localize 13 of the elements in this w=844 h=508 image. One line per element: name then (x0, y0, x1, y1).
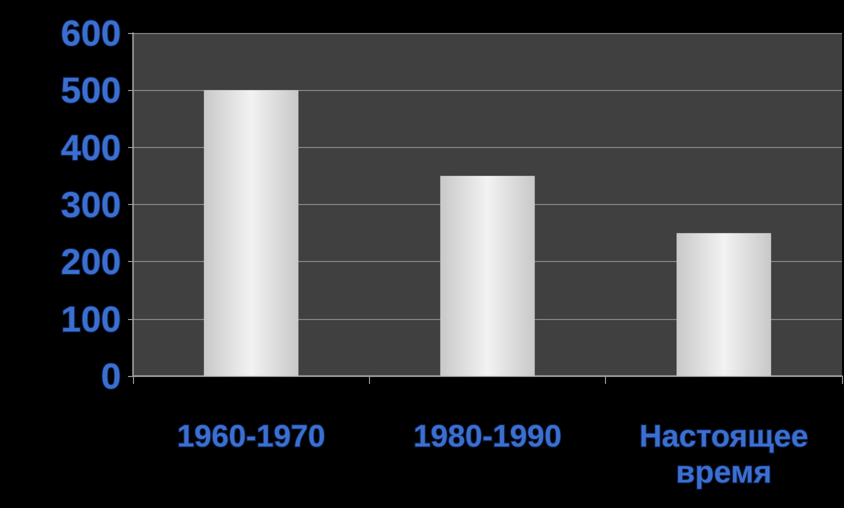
y-tick-label: 300 (60, 184, 121, 225)
y-tick-label: 0 (100, 356, 121, 396)
y-tick-label: 500 (60, 70, 121, 111)
x-tick-label: 1980-1990 (413, 418, 562, 454)
x-tick-label: Настоящее время (639, 418, 808, 490)
y-tick-label: 200 (60, 241, 121, 282)
bar (676, 233, 772, 376)
bar (204, 90, 298, 376)
y-tick-label: 600 (60, 12, 121, 54)
bar (440, 176, 535, 376)
y-tick-label: 400 (60, 126, 121, 168)
x-tick-label: 1960-1970 (177, 418, 326, 454)
y-tick-label: 100 (60, 298, 121, 340)
